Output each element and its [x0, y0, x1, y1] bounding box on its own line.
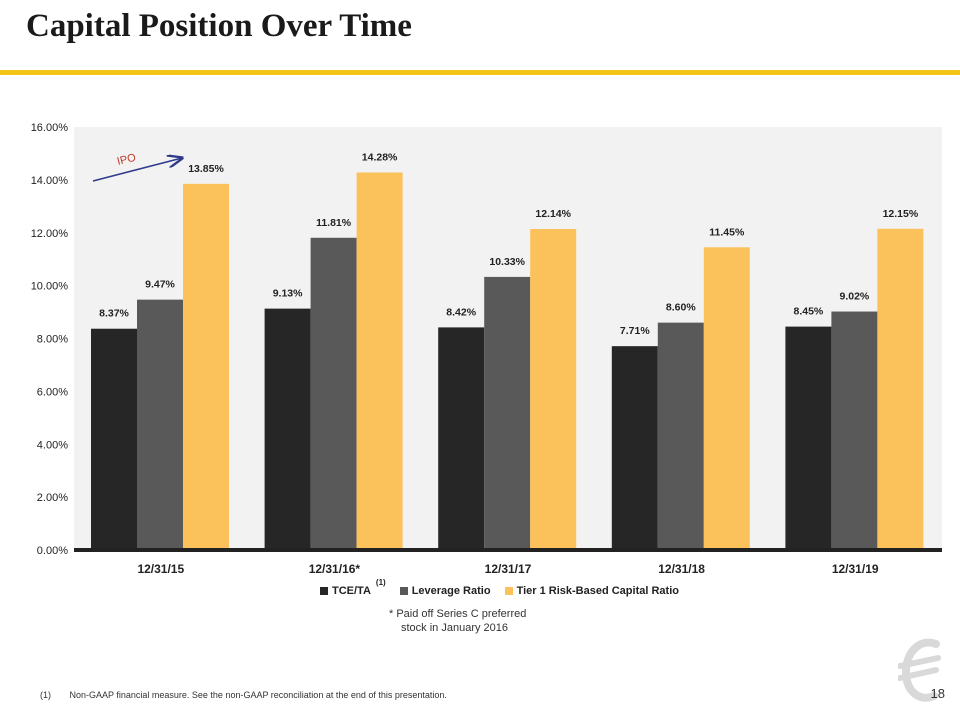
y-tick-label: 6.00%	[37, 386, 68, 398]
bar-leverage	[310, 237, 357, 550]
y-axis: 0.00% 2.00% 4.00% 6.00% 8.00% 10.00% 12.00% 14.…	[31, 122, 69, 557]
legend-label-tier1: Tier 1 Risk-Based Capital Ratio	[516, 585, 679, 597]
bar-tier1	[183, 183, 229, 550]
bar-value-label: 9.47%	[145, 279, 175, 291]
legend-footnote-marker: (1)	[375, 577, 386, 587]
page-number: 18	[930, 686, 945, 701]
y-tick-label: 2.00%	[37, 492, 68, 504]
x-axis: 12/31/15 12/31/16* 12/31/17 12/31/18 12/31/1…	[137, 562, 878, 576]
bar-value-label: 8.37%	[99, 308, 129, 320]
bar-value-label: 11.45%	[709, 226, 745, 238]
bars	[91, 172, 924, 551]
y-tick-label: 4.00%	[37, 439, 68, 451]
note-line-2: stock in January 2016	[401, 622, 509, 634]
bar-value-label: 8.42%	[446, 306, 476, 318]
y-tick-label: 16.00%	[31, 122, 69, 134]
legend-item-leverage: Leverage Ratio	[399, 585, 491, 597]
bar-tce-ta	[438, 327, 485, 550]
legend-label-tce-ta: TCE/TA	[332, 585, 371, 597]
legend-label-leverage: Leverage Ratio	[411, 585, 491, 597]
title-accent-rule	[0, 70, 960, 75]
legend-swatch-tier1	[504, 587, 513, 595]
ipo-annotation: IPO	[116, 152, 138, 168]
bar-tier1	[356, 172, 403, 550]
page-title: Capital Position Over Time	[26, 8, 412, 44]
footnote: (1) Non-GAAP financial measure. See the …	[40, 690, 447, 700]
legend-item-tce-ta: TCE/TA (1)	[320, 578, 386, 597]
footnote-text: Non-GAAP financial measure. See the non-…	[69, 690, 447, 700]
company-logo-icon	[898, 638, 941, 702]
x-tick-label: 12/31/18	[658, 562, 705, 576]
bar-value-label: 9.02%	[840, 291, 870, 303]
footnote-number: (1)	[40, 690, 51, 700]
legend-item-tier1: Tier 1 Risk-Based Capital Ratio	[504, 585, 679, 597]
y-tick-label: 14.00%	[31, 175, 69, 187]
bar-value-label: 11.81%	[316, 217, 352, 229]
chart-legend: TCE/TA (1) Leverage Ratio Tier 1 Risk-Bas…	[320, 578, 679, 597]
bar-value-label: 14.28%	[362, 151, 398, 163]
legend-swatch-leverage	[399, 587, 408, 595]
bar-tier1	[703, 247, 750, 550]
ipo-arrow	[92, 158, 182, 182]
note-line-1: * Paid off Series C preferred	[389, 608, 527, 620]
bar-labels: 8.37% 9.13% 8.42% 7.71% 8.45% 9.47% 11.81% 10.3…	[99, 151, 919, 337]
bar-value-label: 7.71%	[620, 325, 650, 337]
bar-value-label: 13.85%	[188, 163, 224, 175]
capital-position-bar-chart: 0.00% 2.00% 4.00% 6.00% 8.00% 10.00% 12.00% 14.…	[31, 122, 942, 576]
bar-value-label: 8.60%	[666, 302, 696, 314]
y-tick-label: 12.00%	[31, 228, 69, 240]
bar-tce-ta	[264, 308, 311, 550]
x-tick-label: 12/31/15	[137, 562, 184, 576]
bar-tier1	[877, 228, 924, 551]
y-tick-label: 8.00%	[37, 334, 68, 346]
bar-leverage	[831, 311, 878, 550]
x-tick-label: 12/31/16*	[309, 562, 361, 576]
legend-swatch-tce-ta	[320, 587, 328, 595]
bar-tce-ta	[785, 326, 832, 550]
bar-leverage	[484, 276, 531, 550]
y-tick-label: 0.00%	[37, 545, 68, 557]
bar-value-label: 9.13%	[273, 288, 303, 300]
bar-tce-ta	[91, 328, 137, 550]
bar-tce-ta	[611, 346, 658, 550]
x-tick-label: 12/31/19	[832, 562, 879, 576]
x-tick-label: 12/31/17	[485, 562, 532, 576]
bar-tier1	[530, 229, 577, 550]
y-tick-label: 10.00%	[31, 281, 69, 293]
preferred-stock-note: * Paid off Series C preferred stock in J…	[389, 607, 526, 635]
bar-value-label: 10.33%	[489, 256, 525, 268]
bar-leverage	[137, 299, 183, 550]
bar-value-label: 8.45%	[794, 306, 824, 318]
bar-value-label: 12.14%	[535, 208, 571, 220]
bar-leverage	[657, 322, 704, 550]
bar-value-label: 12.15%	[883, 208, 919, 220]
